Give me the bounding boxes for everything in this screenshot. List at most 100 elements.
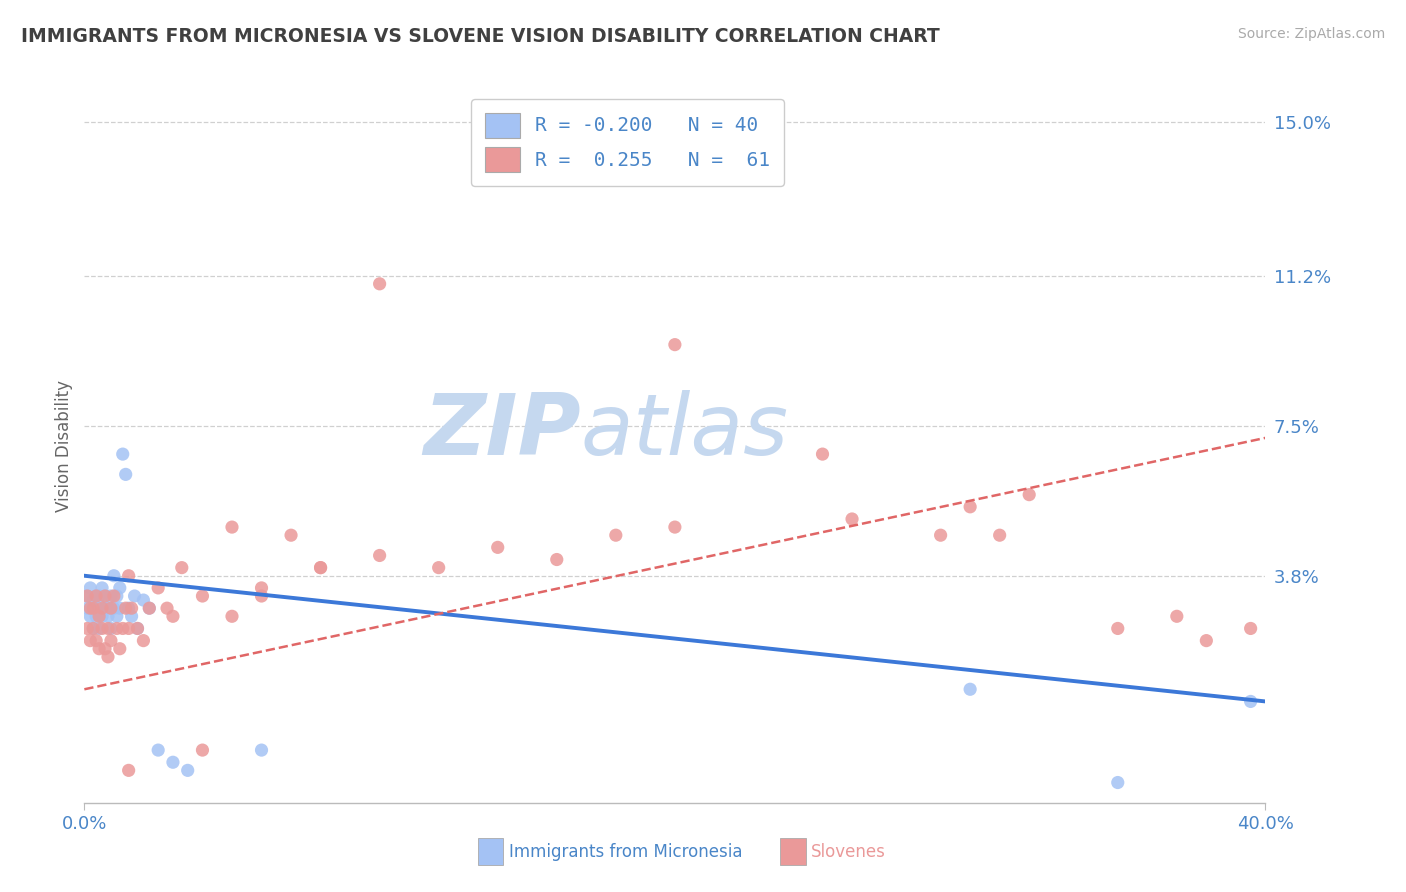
Point [280,528,302,542]
Point [103,568,125,582]
Point [87,609,111,624]
Y-axis label: Vision Disability: Vision Disability [55,380,73,512]
Point [91,609,114,624]
Text: IMMIGRANTS FROM MICRONESIA VS SLOVENE VISION DISABILITY CORRELATION CHART: IMMIGRANTS FROM MICRONESIA VS SLOVENE VI… [21,27,939,45]
Point [127,622,149,636]
Point [664,520,686,534]
Point [87,601,111,615]
Point [82,593,104,607]
Point [1195,633,1218,648]
Point [191,589,214,603]
Point [84,589,107,603]
Point [309,560,332,574]
Point [132,593,155,607]
Point [84,633,107,648]
Point [121,601,143,615]
Point [124,589,146,603]
Text: Slovenes: Slovenes [811,843,886,861]
Point [87,641,111,656]
Point [97,622,120,636]
Point [368,549,391,563]
Text: atlas: atlas [581,390,789,474]
Point [605,528,627,542]
Point [76,622,98,636]
Point [250,743,273,757]
Point [138,601,160,615]
Point [959,500,981,514]
Point [100,589,122,603]
Point [118,601,141,615]
Point [114,467,136,482]
Point [100,633,122,648]
Point [105,589,128,603]
Point [1018,488,1040,502]
Point [111,622,134,636]
Point [1107,622,1129,636]
Point [79,601,101,615]
Point [546,552,568,566]
Point [97,601,120,615]
Text: Source: ZipAtlas.com: Source: ZipAtlas.com [1237,27,1385,41]
Point [94,601,117,615]
Point [170,560,193,574]
Point [118,764,141,778]
Point [191,743,214,757]
Point [91,622,114,636]
Point [250,589,273,603]
Point [87,589,111,603]
Point [94,589,117,603]
Point [79,609,101,624]
Point [79,581,101,595]
Point [103,601,125,615]
Point [100,622,122,636]
Text: Immigrants from Micronesia: Immigrants from Micronesia [509,843,742,861]
Point [929,528,952,542]
Point [97,649,120,664]
Legend: R = -0.200   N = 40, R =  0.255   N =  61: R = -0.200 N = 40, R = 0.255 N = 61 [471,99,785,186]
Point [177,764,200,778]
Text: ZIP: ZIP [423,390,581,474]
Point [162,756,184,770]
Point [82,601,104,615]
Point [1107,775,1129,789]
Point [84,589,107,603]
Point [127,622,149,636]
Point [148,743,170,757]
Point [100,601,122,615]
Point [82,622,104,636]
Point [108,601,131,615]
Point [91,581,114,595]
Point [111,447,134,461]
Point [94,589,117,603]
Point [250,581,273,595]
Point [486,541,509,555]
Point [427,560,450,574]
Point [103,589,125,603]
Point [1240,622,1263,636]
Point [121,609,143,624]
Point [108,641,131,656]
Point [132,633,155,648]
Point [97,609,120,624]
Point [162,609,184,624]
Point [148,581,170,595]
Point [114,601,136,615]
Point [988,528,1011,542]
Point [959,682,981,697]
Point [221,609,243,624]
Point [309,560,332,574]
Point [91,601,114,615]
Point [221,520,243,534]
Point [368,277,391,291]
Point [87,622,111,636]
Point [1240,694,1263,708]
Point [76,601,98,615]
Point [1166,609,1188,624]
Point [82,622,104,636]
Point [105,609,128,624]
Point [84,609,107,624]
Point [79,633,101,648]
Point [108,581,131,595]
Point [105,622,128,636]
Point [811,447,834,461]
